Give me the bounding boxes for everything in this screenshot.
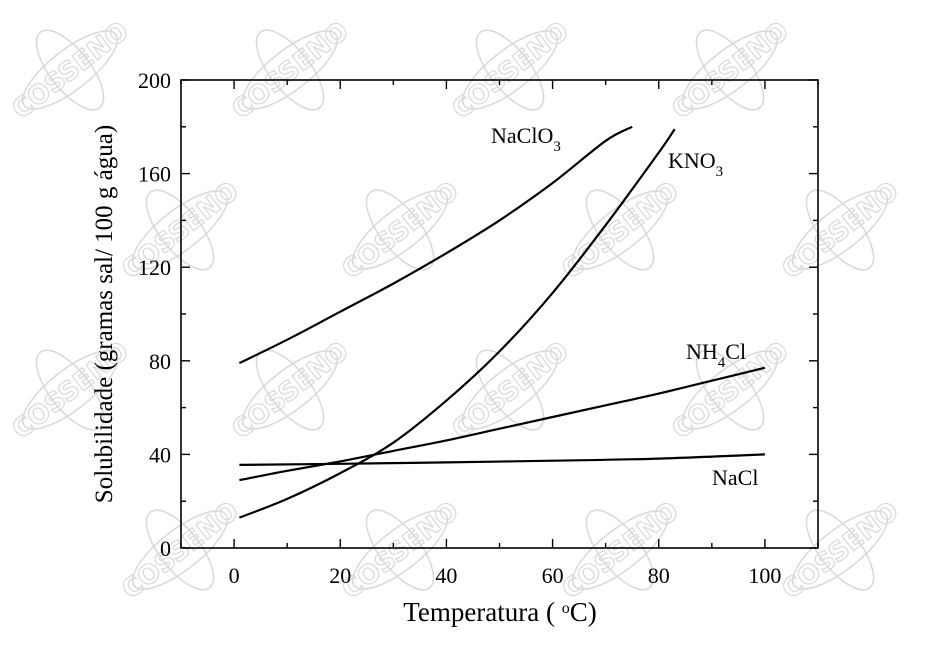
series-label-nacl: NaCl [712,465,758,490]
watermark-text: COSSENO [667,16,795,125]
watermark-logo: COSSENO [206,309,375,470]
watermark-text: COSSENO [557,176,685,285]
watermark-text: COSSENO [337,496,465,605]
watermark-text: COSSENO [777,176,905,285]
watermark-logo: COSSENO [426,309,595,470]
watermark-text: COSSENO [7,16,135,125]
watermark-logo: COSSENO [96,469,265,630]
y-tick-label: 40 [149,442,171,467]
y-tick-label: 80 [149,349,171,374]
x-tick-label: 20 [329,563,351,588]
watermark-text: COSSENO [777,496,905,605]
watermark-text: COSSENO [227,336,355,445]
y-tick-label: 120 [138,255,171,280]
x-axis-title: Temperatura ( oC) [403,597,597,627]
watermark-logo: COSSENO [646,0,815,151]
x-tick-label: 40 [435,563,457,588]
watermark-logo: COSSENO [536,149,705,310]
x-tick-label: 60 [542,563,564,588]
watermark-text: COSSENO [227,16,355,125]
watermark-text: COSSENO [337,176,465,285]
x-tick-label: 100 [748,563,781,588]
series-line-naclo3 [239,127,632,363]
axes: 0 20 40 60 80 100 0 40 80 120 160 200 [138,68,818,588]
x-tick-label: 80 [648,563,670,588]
watermark-logo: COSSENO [316,149,485,310]
series-line-nacl [239,454,765,465]
watermark-logo: COSSENO [96,149,265,310]
y-tick-label: 160 [138,162,171,187]
y-axis-title: Solubilidade (gramas sal/ 100 g água) [91,125,118,503]
x-tick-label: 0 [229,563,240,588]
watermark-text: COSSENO [447,336,575,445]
series-label-kno3: KNO3 [668,148,723,180]
watermark-logo: COSSENO [0,309,154,470]
watermark-logo: COSSENO [0,0,154,151]
series-layer [239,127,765,518]
watermark-logo: COSSENO [756,469,925,630]
watermark-text: COSSENO [447,16,575,125]
series-label-naclo3: NaClO3 [491,123,561,155]
y-tick-label: 200 [138,68,171,93]
y-tick-label: 0 [160,536,171,561]
watermark-logo: COSSENO [756,149,925,310]
watermark-logo: COSSENO [206,0,375,151]
watermark-text: COSSENO [557,496,685,605]
